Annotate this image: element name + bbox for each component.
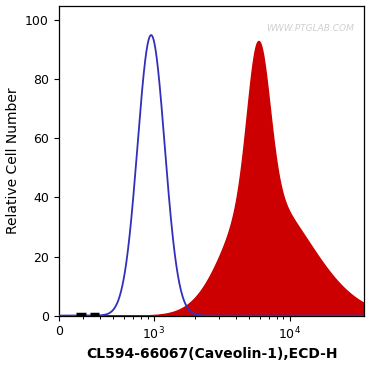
X-axis label: CL594-66067(Caveolin-1),ECD-H: CL594-66067(Caveolin-1),ECD-H [86, 348, 337, 361]
Text: WWW.PTGLAB.COM: WWW.PTGLAB.COM [267, 24, 354, 33]
Y-axis label: Relative Cell Number: Relative Cell Number [6, 87, 20, 234]
